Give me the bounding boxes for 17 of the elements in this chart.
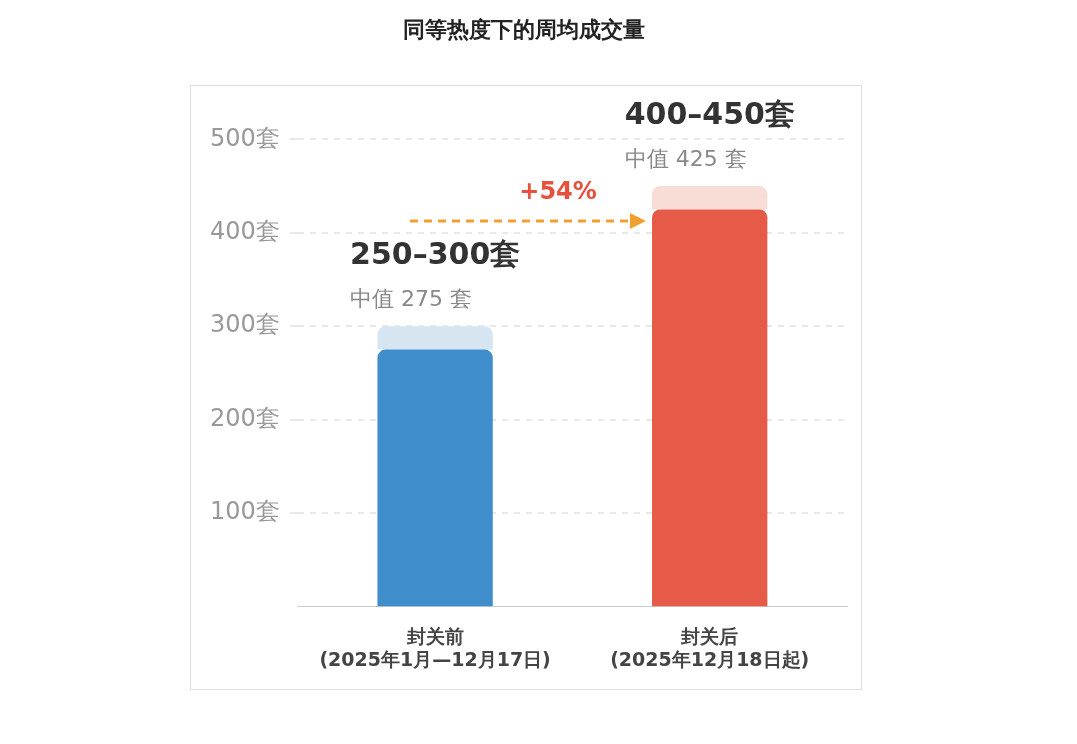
annotation: +54%: [519, 177, 597, 206]
bar: [377, 326, 493, 350]
data-label: 400–450套: [624, 96, 795, 132]
chart-title: 同等热度下的周均成交量: [402, 16, 645, 42]
y-tick-label: 200套: [210, 403, 280, 432]
data-label: 中值 425 套: [624, 146, 747, 172]
bar: [652, 186, 768, 210]
data-label: 250–300套: [350, 236, 521, 272]
bar: [652, 209, 768, 607]
x-tick-label: 封关后 (2025年12月18日起): [610, 624, 810, 670]
y-tick-label: 400套: [210, 217, 280, 246]
data-label: 中值 275 套: [350, 286, 473, 312]
x-tick-label: 封关前 (2025年1月—12月17日): [319, 624, 551, 670]
y-tick-label: 300套: [210, 310, 280, 339]
y-tick-label: 500套: [210, 123, 280, 152]
y-tick-label: 100套: [210, 497, 280, 526]
bar: [377, 349, 493, 607]
